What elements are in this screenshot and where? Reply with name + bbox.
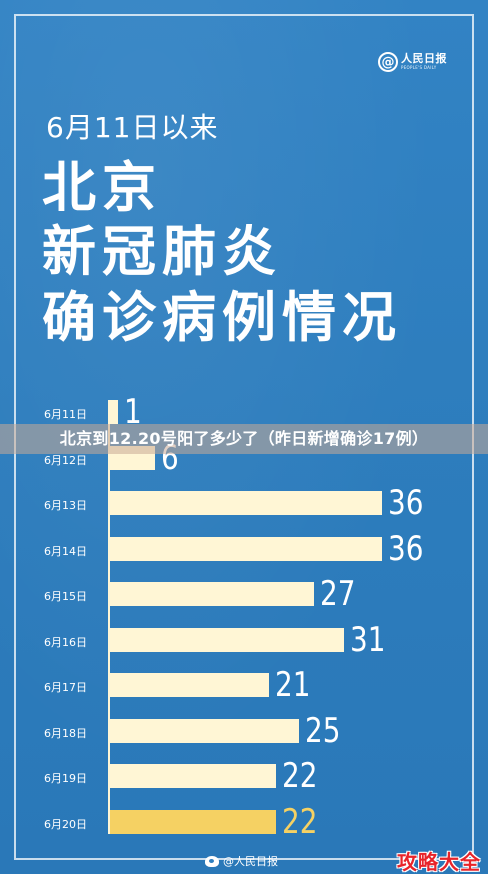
category-label: 6月15日 [44,590,87,603]
category-label: 6月11日 [44,408,87,421]
category-label: 6月20日 [44,817,87,831]
bar [110,718,299,743]
site-watermark: 攻略大全 [397,850,481,874]
data-label: 22 [282,756,318,796]
source-footer: @人民日报 [205,853,278,869]
data-label: 27 [320,574,356,614]
bar [110,627,345,652]
logo-subtitle: PEOPLE'S DAILY [401,65,437,70]
category-label: 6月14日 [44,544,87,558]
data-label: 31 [350,619,386,660]
at-icon: @ [378,52,398,72]
bar [110,764,277,788]
bar [110,809,277,834]
category-label: 6月12日 [44,453,87,467]
data-label: 1 [123,392,142,432]
bar [110,491,382,515]
category-label: 6月19日 [44,772,87,785]
category-label: 6月13日 [44,499,87,512]
bar [110,582,314,606]
data-label: 22 [282,801,318,842]
title-line-2: 新冠肺炎 [42,220,282,283]
peoples-daily-logo: @ 人民日报 PEOPLE'S DAILY [378,52,447,72]
bar [110,400,118,424]
category-label: 6月16日 [44,635,87,649]
data-label: 25 [304,710,341,751]
bar [110,673,269,697]
category-label: 6月18日 [44,726,87,740]
logo-name: 人民日报 [401,52,447,65]
weibo-icon [205,855,219,867]
chart-axis-line [108,400,110,834]
title-line-3: 确诊病例情况 [42,286,402,349]
bar [110,536,382,561]
title-line-1: 北京 [42,156,162,219]
data-label: 36 [388,483,424,523]
data-label: 36 [388,528,424,569]
article-title-banner: 北京到12.20号阳了多少了（昨日新增确诊17例） [0,424,488,454]
date-range-title: 6月11日以来 [46,111,219,144]
source-label: @人民日报 [223,855,278,868]
data-label: 21 [274,665,311,705]
category-label: 6月17日 [44,681,87,694]
